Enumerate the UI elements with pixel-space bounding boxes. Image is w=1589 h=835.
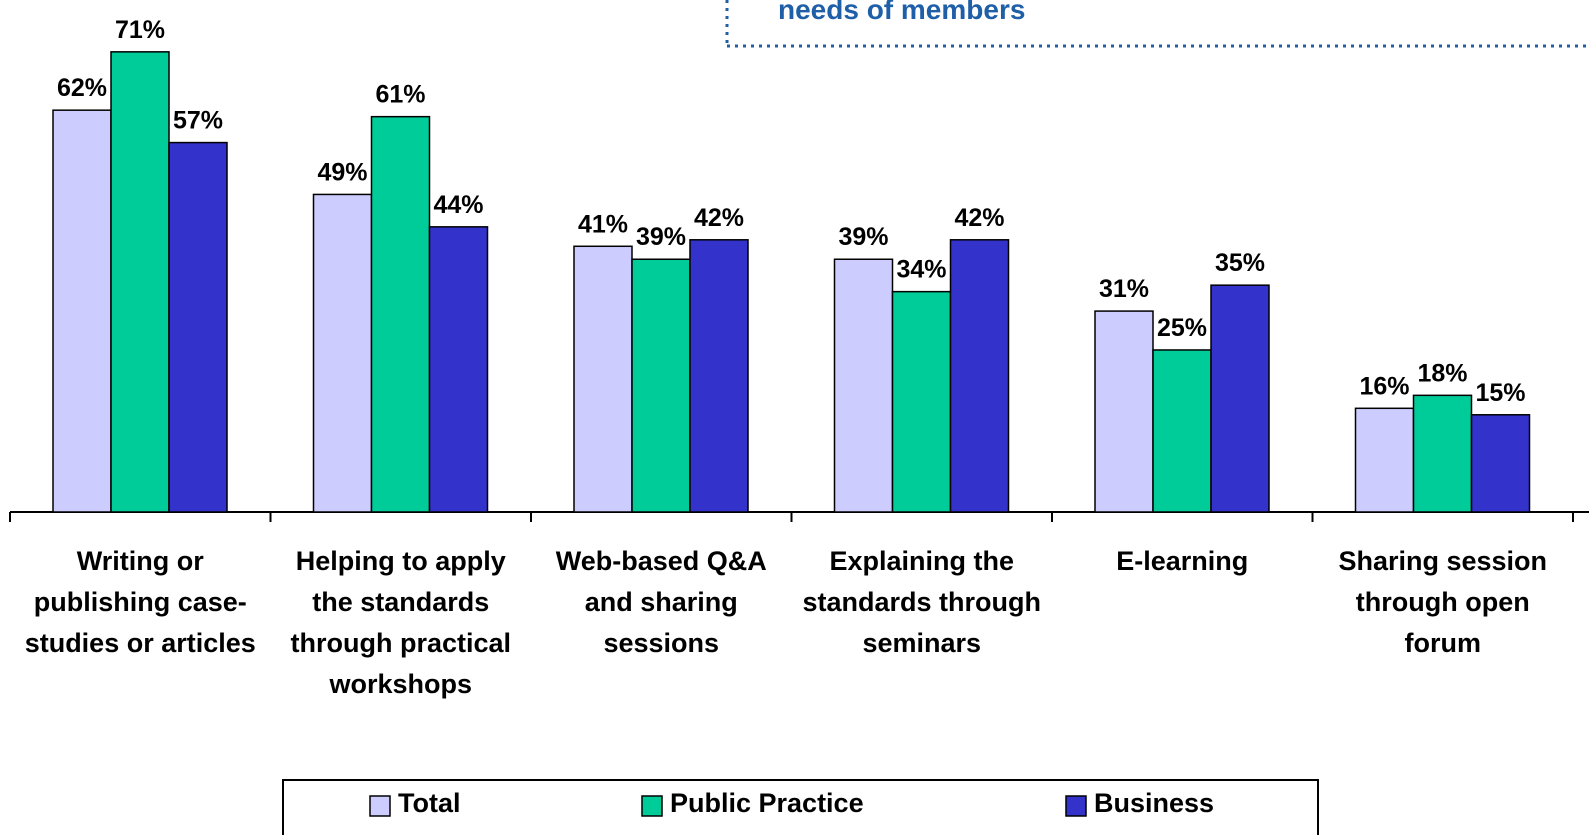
x-tick-label: E-learning bbox=[1116, 546, 1249, 576]
data-label: 31% bbox=[1099, 275, 1149, 303]
data-label: 71% bbox=[115, 16, 165, 44]
bar bbox=[312, 193, 373, 513]
bar bbox=[428, 226, 489, 513]
bar bbox=[631, 258, 691, 513]
data-label: 39% bbox=[636, 223, 686, 251]
legend-box bbox=[282, 779, 1319, 835]
bar bbox=[833, 258, 894, 513]
legend-label: Public Practice bbox=[670, 788, 864, 818]
bar bbox=[1470, 414, 1531, 513]
data-label: 49% bbox=[317, 158, 367, 186]
data-label: 62% bbox=[57, 74, 107, 102]
data-label: 35% bbox=[1215, 249, 1265, 277]
x-tick-label: Helping to apply the standards through p… bbox=[290, 546, 512, 699]
bar bbox=[110, 51, 170, 513]
data-label: 15% bbox=[1475, 379, 1525, 407]
data-label: 39% bbox=[838, 223, 888, 251]
legend-label: Total bbox=[398, 788, 461, 818]
legend-swatch bbox=[1065, 795, 1087, 817]
x-tick-label: Sharing session through open forum bbox=[1338, 546, 1548, 658]
data-label: 25% bbox=[1157, 314, 1207, 342]
bar bbox=[1412, 394, 1473, 513]
annotation: needs of members bbox=[778, 0, 1026, 25]
data-label: 42% bbox=[694, 204, 744, 232]
data-label: 61% bbox=[375, 81, 425, 109]
data-label: 18% bbox=[1417, 359, 1467, 387]
data-label: 44% bbox=[433, 191, 483, 219]
bar bbox=[1354, 407, 1415, 513]
data-label: 57% bbox=[173, 107, 223, 135]
bar bbox=[689, 239, 749, 513]
bar bbox=[370, 115, 431, 513]
x-tick-label: Explaining the standards through seminar… bbox=[802, 546, 1041, 658]
data-label: 34% bbox=[896, 256, 946, 284]
data-label: 42% bbox=[954, 204, 1004, 232]
x-tick-label: Web-based Q&A and sharing sessions bbox=[555, 546, 767, 658]
bar bbox=[52, 109, 112, 513]
data-label: 41% bbox=[578, 210, 628, 238]
bar bbox=[949, 239, 1010, 513]
x-tick-label: Writing or publishing case-studies or ar… bbox=[24, 546, 256, 658]
legend-swatch bbox=[369, 795, 391, 817]
bar bbox=[891, 290, 952, 513]
bar bbox=[1210, 284, 1270, 513]
bar bbox=[1094, 310, 1154, 513]
legend-label: Business bbox=[1094, 788, 1215, 818]
bar bbox=[1152, 349, 1212, 513]
bar bbox=[573, 245, 633, 513]
bar bbox=[168, 141, 228, 513]
data-label: 16% bbox=[1359, 372, 1409, 400]
legend-swatch bbox=[641, 795, 663, 817]
